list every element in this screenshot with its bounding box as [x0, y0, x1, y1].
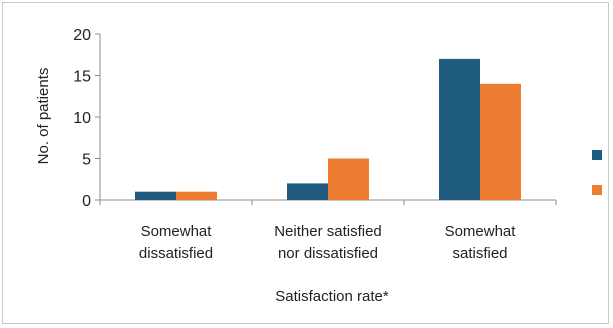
y-tick-label: 0 [82, 193, 91, 210]
category-label: Somewhat [445, 223, 517, 240]
category-label: nor dissatisfied [278, 245, 378, 262]
bar-series2 [176, 191, 217, 200]
x-axis [99, 199, 557, 205]
category-label: Neither satisfied [274, 223, 382, 240]
legend-swatch [592, 150, 602, 160]
category-label: dissatisfied [139, 245, 213, 262]
y-tick-label: 15 [73, 69, 91, 86]
x-axis-title: Satisfaction rate* [275, 288, 389, 305]
y-axis-title: No. of patients [35, 68, 52, 165]
legend-swatch [592, 185, 602, 195]
legend [592, 150, 602, 195]
bar-series1 [287, 183, 328, 200]
category-label: Somewhat [141, 223, 213, 240]
bar-series2 [328, 158, 369, 200]
y-axis: 0 5 10 15 20 [73, 27, 101, 210]
y-tick-label: 10 [73, 110, 91, 127]
bar-series1 [135, 191, 176, 200]
bar-series1 [439, 58, 480, 201]
y-tick-label: 20 [73, 27, 91, 44]
category-labels: Somewhat dissatisfied Neither satisfied nor… [139, 223, 516, 262]
bar-series2 [480, 83, 521, 200]
y-tick-label: 5 [82, 152, 91, 169]
bars [135, 58, 521, 201]
category-label: satisfied [452, 245, 507, 262]
